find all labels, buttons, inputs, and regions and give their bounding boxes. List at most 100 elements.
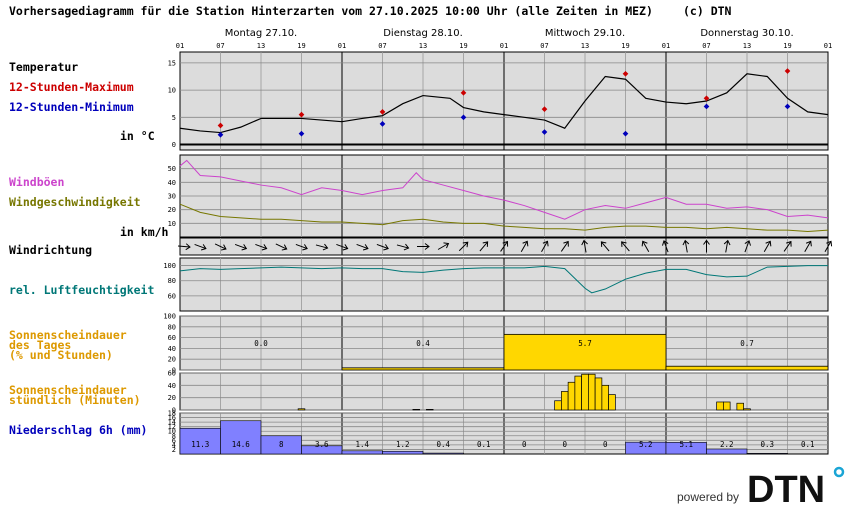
y-tick-label: 80 [168,277,176,285]
precip-bar [221,421,262,454]
day-label: Dienstag 28.10. [383,28,463,39]
precip-bar [707,449,748,454]
hour-tick-label: 07 [216,42,224,50]
precip-bar [342,451,383,454]
hour-tick-label: 19 [459,42,467,50]
hour-tick-label: 01 [338,42,346,50]
day-label: Montag 27.10. [225,28,297,39]
precip-value: 0.1 [801,440,815,449]
chart-copyright: (c) DTN [683,4,732,18]
sun-hourly-bar [602,385,609,410]
sun-daily-bar [342,368,504,370]
hour-tick-label: 13 [419,42,427,50]
precip-value: 0 [603,440,608,449]
precip-value: 5.2 [639,440,653,449]
y-tick-label: 40 [168,345,176,353]
y-tick-label: 30 [168,193,176,201]
label-sun-hourly-2: stündlich (Minuten) [9,393,141,407]
y-tick-label: 10 [168,87,176,95]
sun-hourly-bar [561,392,568,411]
powered-by-text: powered by [677,490,739,504]
y-tick-label: 40 [168,382,176,390]
precip-bar [383,451,424,454]
precip-bar [423,453,464,454]
hour-tick-label: 01 [176,42,184,50]
y-tick-label: 15 [168,59,176,67]
sun-daily-value: 5.7 [578,339,592,348]
precip-value: 0.1 [477,440,491,449]
hour-tick-label: 01 [662,42,670,50]
label-wind-unit: in km/h [120,225,169,239]
sun-hourly-bar [737,403,744,410]
y-tick-label: 0 [172,141,176,149]
sun-hourly-bar [588,374,595,410]
sun-hourly-bar [582,374,589,410]
hour-tick-label: 13 [743,42,751,50]
sun-hourly-bar [413,409,420,410]
sun-daily-bar [666,366,828,370]
chart-panels: 0510151020304050608010002040608010002040… [163,52,828,454]
y-tick-label: 60 [168,334,176,342]
precip-bar [747,453,788,454]
precip-value: 5.1 [679,440,693,449]
hour-tick-label: 01 [500,42,508,50]
hour-tick-label: 19 [783,42,791,50]
y-tick-label: 100 [163,313,176,321]
label-winddir: Windrichtung [9,243,92,257]
y-tick-label: 20 [168,394,176,402]
sun-hourly-bar [744,409,751,410]
sun-daily-value: 0.7 [740,339,754,348]
label-windspeed: Windgeschwindigkeit [9,195,141,209]
y-tick-label: 100 [163,262,176,270]
dtn-logo-mark-icon [835,468,843,476]
sun-hourly-bar [575,376,582,410]
chart-title: Vorhersagediagramm für die Station Hinte… [9,4,653,18]
label-tmin: 12-Stunden-Minimum [9,100,134,114]
hour-tick-label: 13 [581,42,589,50]
hour-tick-label: 01 [824,42,832,50]
y-tick-label: 60 [168,292,176,300]
day-label: Donnerstag 30.10. [700,28,793,39]
day-labels: Montag 27.10. Dienstag 28.10. Mittwoch 29.… [225,28,794,39]
y-tick-label: 10 [168,220,176,228]
sun-hourly-bar [609,395,616,410]
label-sun-daily-3: (% und Stunden) [9,348,113,362]
sun-hourly-bar [426,409,433,410]
label-gusts: Windböen [9,175,64,189]
hour-tick-label: 19 [621,42,629,50]
precip-value: 8 [279,440,284,449]
sun-hourly-bar [298,409,305,410]
hour-tick-label: 07 [540,42,548,50]
sun-daily-value: 0.4 [416,339,430,348]
precip-value: 3.6 [315,440,329,449]
precip-value: 1.4 [355,440,369,449]
dtn-logo-text: DTN [747,469,825,511]
precip-value: 1.2 [396,440,410,449]
y-tick-label: 5 [172,114,176,122]
sun-daily-value: 0.0 [254,339,268,348]
sun-hourly-bar [555,401,562,410]
y-tick-label: 18 [168,410,176,418]
label-precip: Niederschlag 6h (mm) [9,423,147,437]
sun-hourly-bar [723,402,730,410]
precip-value: 14.6 [232,440,251,449]
precip-value: 2.2 [720,440,734,449]
sun-hourly-bar [568,382,575,410]
day-label: Mittwoch 29.10. [545,28,625,39]
y-tick-label: 60 [168,370,176,378]
y-tick-label: 50 [168,165,176,173]
precip-value: 0 [522,440,527,449]
y-tick-label: 20 [168,206,176,214]
precip-value: 11.3 [191,440,209,449]
hour-tick-label: 07 [378,42,386,50]
sun-hourly-bar [595,378,602,410]
hour-tick-label: 13 [257,42,265,50]
sun-hourly-bar [717,402,724,410]
y-tick-label: 40 [168,179,176,187]
label-temperature: Temperatur [9,60,78,74]
precip-value: 0.3 [760,440,774,449]
y-tick-label: 20 [168,356,176,364]
label-temp-unit: in °C [120,129,155,143]
